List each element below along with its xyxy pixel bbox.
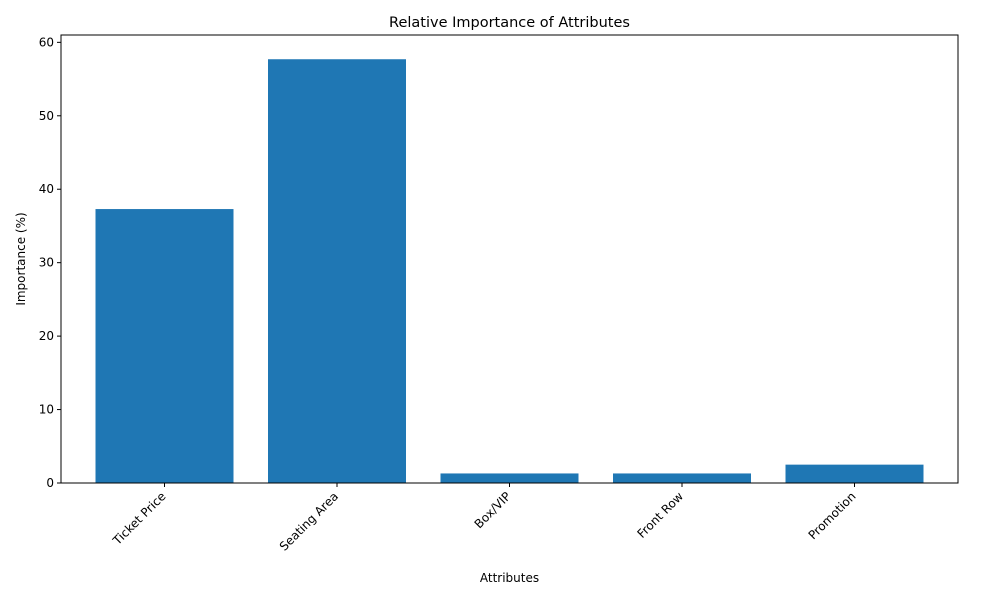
y-tick-label: 10 [39,403,54,417]
bars-group [95,59,924,484]
y-tick-label: 30 [39,256,54,270]
bar-ticket-price [95,209,234,483]
x-axis: Ticket Price Seating Area Box/VIP Front Row… [110,483,859,554]
bar-box-vip [440,473,579,483]
bar-seating-area [268,59,406,484]
x-tick-label: Front Row [634,489,686,541]
y-tick-label: 40 [39,182,54,196]
x-tick-label: Promotion [806,489,859,542]
plot-frame [60,34,959,484]
chart-title: Relative Importance of Attributes [389,15,630,31]
x-tick-label: Ticket Price [110,489,169,548]
y-axis: 0 10 20 30 40 50 60 [39,35,61,490]
bar-promotion [785,464,924,483]
x-tick-label: Box/VIP [472,489,514,531]
bar-front-row [613,473,751,483]
x-tick-label: Seating Area [277,489,341,553]
y-tick-label: 60 [39,35,54,49]
y-tick-label: 50 [39,109,54,123]
y-tick-label: 20 [39,329,54,343]
y-axis-label: Importance (%) [14,212,28,305]
x-axis-label: Attributes [480,571,539,585]
y-tick-label: 0 [46,476,54,490]
